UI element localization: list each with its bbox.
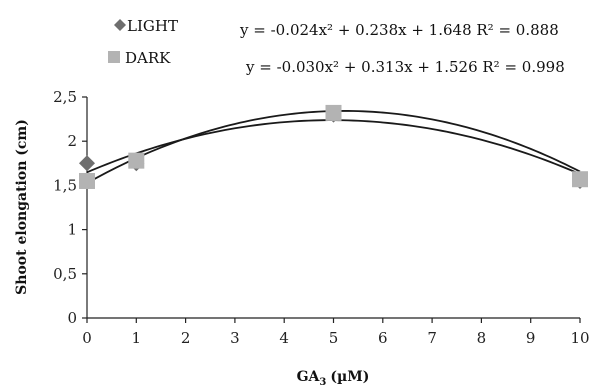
data-points [79,104,588,189]
point-light [79,155,95,172]
point-dark [128,152,145,169]
x-tick-label: 2 [181,329,191,347]
x-axis-title-sub: 3 [319,377,326,385]
legend-dark-label: DARK [125,49,171,67]
y-tick-label: 0 [67,309,77,327]
x-tick-label: 7 [427,329,437,347]
point-dark [79,172,95,189]
x-tick-label: 0 [82,329,92,347]
y-tick-label: 1,5 [53,176,77,194]
x-axis-title-unit: (µM) [330,369,369,385]
x-axis-title-main: GA [297,369,321,385]
x-tick-label: 1 [132,329,142,347]
x-tick-label: 8 [477,329,487,347]
x-axis-ticks: 0 1 2 3 4 5 6 7 8 9 10 [82,318,590,347]
x-tick-label: 10 [570,329,589,347]
point-dark [325,104,342,121]
x-tick-label: 9 [526,329,536,347]
y-tick-label: 2 [67,132,77,150]
y-axis-ticks: 0 0,5 1 1,5 2 2,5 [53,88,87,327]
dark-equation: y = -0.030x² + 0.313x + 1.526 R² = 0.998 [245,58,565,76]
y-tick-label: 1 [67,221,77,239]
legend-light-marker [114,19,126,31]
legend: LIGHT DARK [108,17,178,67]
legend-dark-marker [108,51,120,63]
light-equation: y = -0.024x² + 0.238x + 1.648 R² = 0.888 [239,21,559,39]
y-tick-label: 0,5 [53,265,77,283]
y-tick-label: 2,5 [53,88,77,106]
x-axis-title: GA3 (µM) [297,369,370,385]
y-axis-title: Shoot elongation (cm) [14,119,30,295]
point-dark [572,171,588,188]
x-tick-label: 4 [279,329,289,347]
x-tick-label: 5 [329,329,339,347]
legend-light-label: LIGHT [127,17,178,35]
x-tick-label: 3 [230,329,240,347]
x-tick-label: 6 [378,329,388,347]
